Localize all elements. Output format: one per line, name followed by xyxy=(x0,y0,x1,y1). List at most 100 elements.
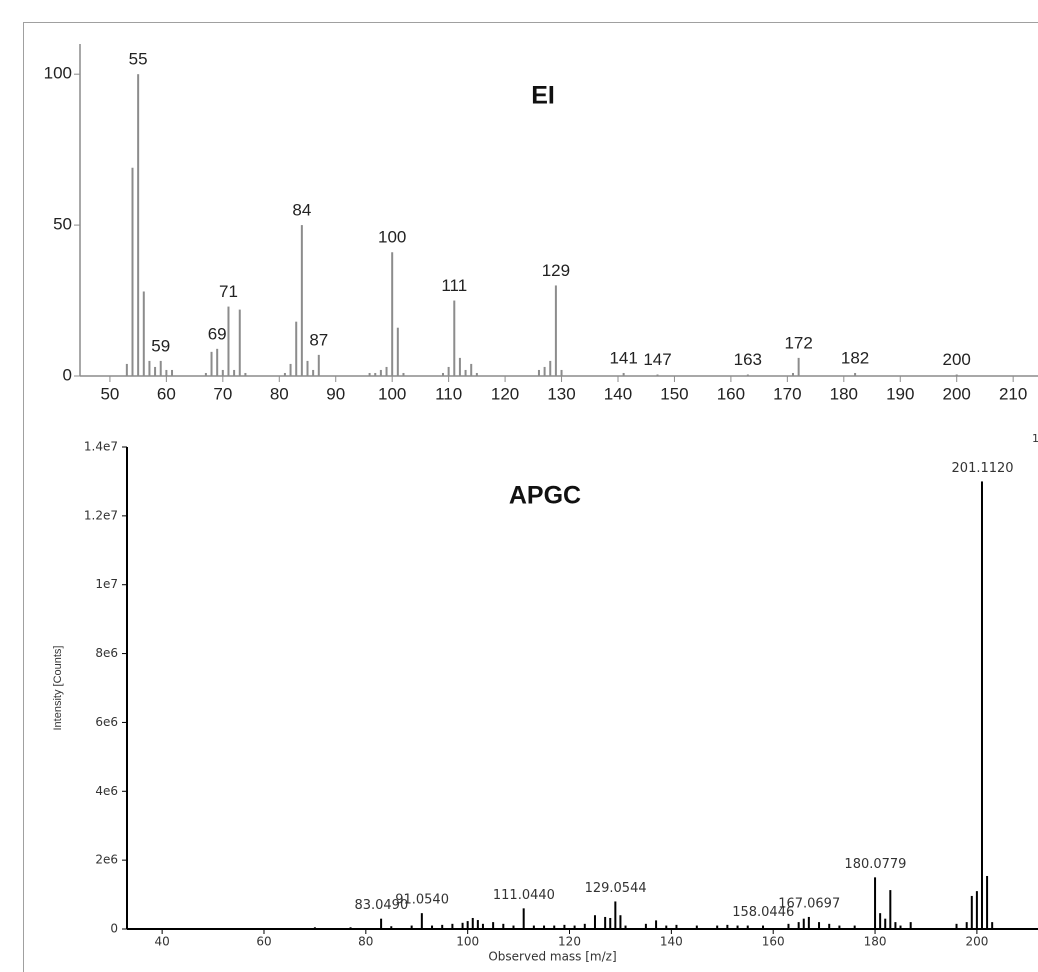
peak-label: 59 xyxy=(151,336,170,355)
peak xyxy=(573,925,576,929)
x-tick-label: 110 xyxy=(435,384,462,403)
peak xyxy=(313,927,316,929)
y-tick-label: 1.4e7 xyxy=(84,440,118,454)
peak-label: 111.0440 xyxy=(493,888,555,903)
peak xyxy=(532,925,535,929)
peak xyxy=(554,285,557,376)
peak xyxy=(512,925,515,929)
peak xyxy=(447,366,450,376)
peak xyxy=(909,922,912,929)
peak xyxy=(889,890,892,929)
peak xyxy=(624,925,627,929)
peak-label: 87 xyxy=(309,330,328,349)
x-tick-label: 80 xyxy=(270,384,289,403)
x-tick-label: 120 xyxy=(558,935,581,949)
peak xyxy=(583,923,586,929)
peak xyxy=(300,225,303,376)
peak xyxy=(802,918,805,929)
peak xyxy=(955,923,958,929)
peak xyxy=(385,366,388,376)
peak-label: 141 xyxy=(609,348,637,367)
peak xyxy=(420,913,423,929)
peak xyxy=(142,291,145,376)
peak xyxy=(458,357,461,376)
y-tick-label: 0 xyxy=(63,365,72,384)
y-tick-label: 1.2e7 xyxy=(84,508,118,522)
y-tick-label: 6e6 xyxy=(95,715,118,729)
peak xyxy=(368,372,371,376)
peak-label: 84 xyxy=(292,201,311,220)
peak xyxy=(374,372,377,376)
peak xyxy=(295,321,298,376)
y-tick-label: 1e7 xyxy=(95,577,118,591)
x-tick-label: 190 xyxy=(886,384,914,403)
peak xyxy=(991,922,994,929)
x-tick-label: 70 xyxy=(213,384,232,403)
peak xyxy=(466,921,469,929)
peak xyxy=(171,369,174,376)
x-tick-label: 160 xyxy=(717,384,745,403)
peak xyxy=(221,369,224,376)
peak xyxy=(655,920,658,929)
peak xyxy=(980,481,983,929)
peak xyxy=(874,877,877,929)
x-axis-label: Observed mass [m/z] xyxy=(488,950,616,964)
peak xyxy=(614,901,617,929)
peak-label: 201.1120 xyxy=(952,461,1014,476)
peak xyxy=(818,922,821,929)
y-tick-label: 0 xyxy=(110,922,118,936)
peak-label: 163 xyxy=(734,350,762,369)
peak xyxy=(227,306,230,376)
peak xyxy=(879,913,882,929)
peak xyxy=(238,309,241,376)
peak xyxy=(965,922,968,929)
peak xyxy=(453,300,456,376)
peak xyxy=(306,360,309,376)
peak-label: 158.0446 xyxy=(732,905,794,920)
peak xyxy=(312,369,315,376)
peak xyxy=(476,920,479,929)
peak-label: 83.0490 xyxy=(354,898,408,913)
peak xyxy=(736,925,739,929)
peak xyxy=(289,363,292,376)
peak xyxy=(470,363,473,376)
peak-label: 55 xyxy=(129,50,148,69)
peak-label: 69 xyxy=(208,324,227,343)
peak xyxy=(543,366,546,376)
peak xyxy=(410,925,413,929)
peak xyxy=(137,74,140,376)
x-tick-label: 90 xyxy=(326,384,345,403)
peak xyxy=(622,372,625,376)
x-tick-label: 180 xyxy=(830,384,858,403)
x-tick-label: 120 xyxy=(491,384,519,403)
peak-label: 172 xyxy=(784,333,812,352)
peak xyxy=(471,917,474,929)
peak xyxy=(656,374,659,376)
peak xyxy=(695,925,698,929)
x-tick-label: 150 xyxy=(660,384,688,403)
peak xyxy=(349,927,352,929)
peak xyxy=(159,360,162,376)
peak-label: 180.0779 xyxy=(844,857,906,872)
x-tick-label: 40 xyxy=(154,935,169,949)
peak xyxy=(537,369,540,376)
x-tick-label: 140 xyxy=(660,935,683,949)
peak xyxy=(675,924,678,929)
peak xyxy=(762,925,765,929)
y-tick-label: 50 xyxy=(53,215,72,234)
peak xyxy=(644,923,647,929)
peak xyxy=(619,915,622,929)
peak xyxy=(838,925,841,929)
peak xyxy=(441,372,444,376)
peak-label: 71 xyxy=(219,282,238,301)
peak xyxy=(746,374,749,376)
peak-label: 100 xyxy=(378,228,406,247)
peak xyxy=(894,922,897,929)
peak xyxy=(464,369,467,376)
peak xyxy=(148,360,151,376)
peak xyxy=(216,348,219,376)
clipped-label: 1 xyxy=(1032,432,1038,445)
peak xyxy=(522,908,525,929)
